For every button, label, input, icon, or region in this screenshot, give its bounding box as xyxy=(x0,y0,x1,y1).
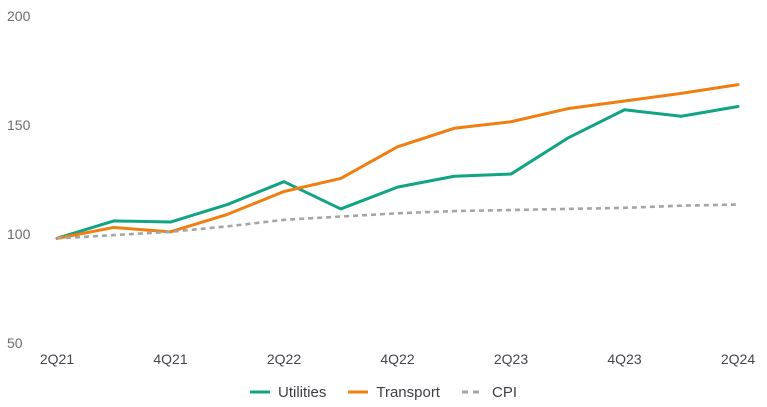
y-axis-tick-label: 50 xyxy=(7,335,23,351)
series-line-transport xyxy=(55,83,740,240)
transport-line-swatch xyxy=(348,390,369,394)
y-axis-tick-label: 150 xyxy=(7,117,31,133)
cpi-dashed-line-swatch xyxy=(461,390,484,394)
chart-canvas: 200 150 100 50 2Q21 4Q21 2Q22 4Q22 2Q23 4Q23 2Q24 xyxy=(7,8,755,367)
legend-item-transport[interactable]: Transport xyxy=(348,385,440,400)
legend-label-utilities: Utilities xyxy=(278,383,327,401)
legend-label-transport: Transport xyxy=(376,383,440,401)
x-axis-tick-label: 4Q21 xyxy=(153,351,187,367)
legend-item-cpi[interactable]: CPI xyxy=(461,383,517,401)
x-axis-tick-label: 2Q23 xyxy=(494,351,528,367)
series-line-utilities xyxy=(55,104,740,240)
legend-item-utilities[interactable]: Utilities xyxy=(250,385,326,400)
y-axis-tick-label: 200 xyxy=(7,8,31,24)
chart-legend: Utilities Transport CPI xyxy=(0,380,767,404)
legend-label-cpi: CPI xyxy=(491,383,517,401)
x-axis-tick-label: 2Q21 xyxy=(40,351,74,367)
x-axis-tick-label: 4Q22 xyxy=(380,351,414,367)
x-axis-tick-label: 4Q23 xyxy=(607,351,641,367)
series-line-cpi xyxy=(56,203,739,240)
utilities-line-swatch xyxy=(250,390,270,394)
y-axis-tick-label: 100 xyxy=(7,226,31,242)
x-axis-tick-label: 2Q22 xyxy=(267,351,301,367)
x-axis-tick-label: 2Q24 xyxy=(721,351,755,367)
